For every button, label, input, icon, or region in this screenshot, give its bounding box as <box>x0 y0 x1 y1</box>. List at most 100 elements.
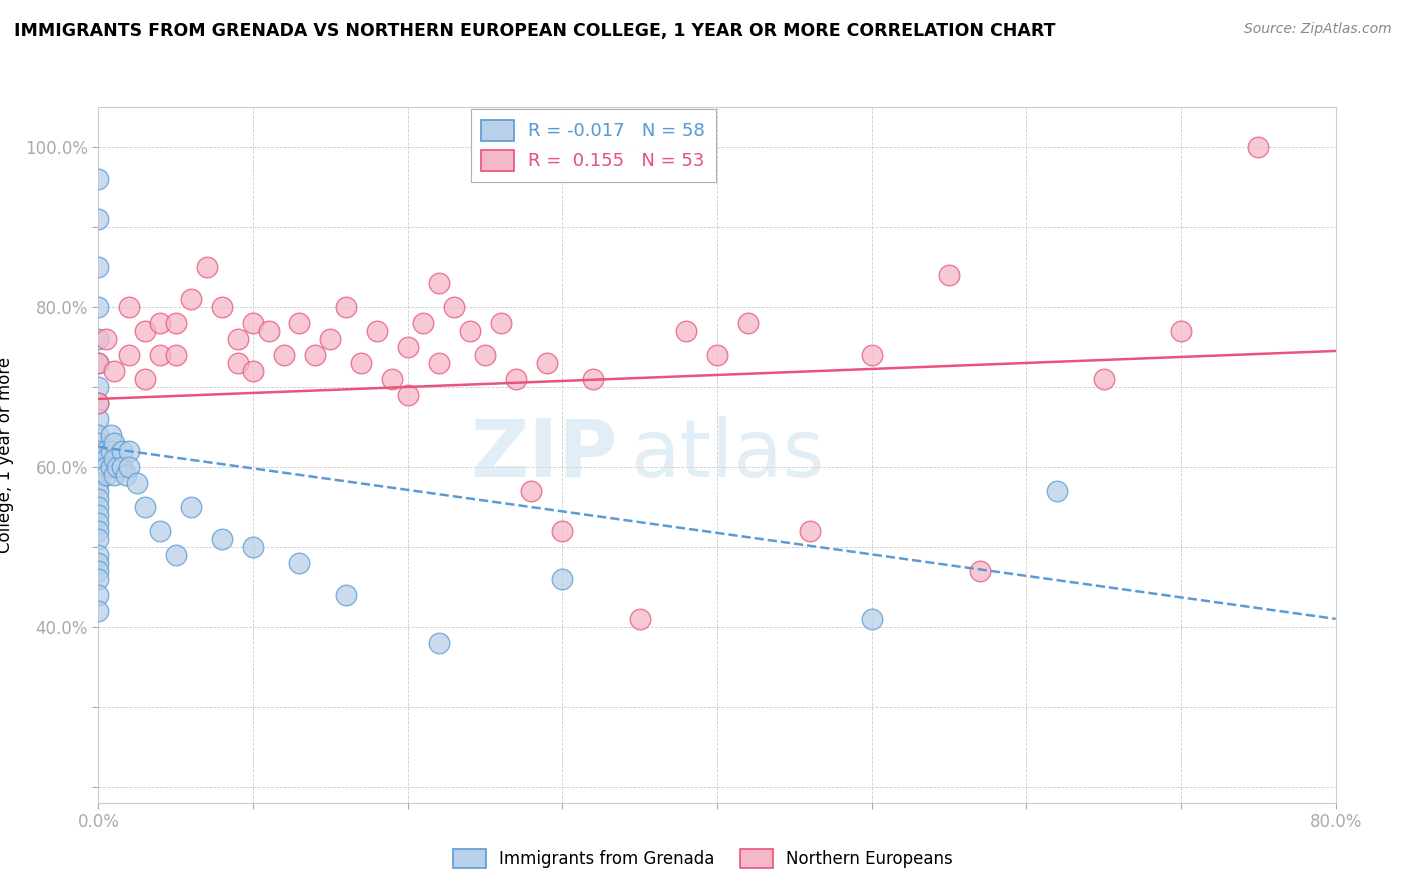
Legend: R = -0.017   N = 58, R =  0.155   N = 53: R = -0.017 N = 58, R = 0.155 N = 53 <box>471 109 716 181</box>
Point <box>551 572 574 586</box>
Point <box>458 324 481 338</box>
Point <box>551 524 574 538</box>
Point <box>443 300 465 314</box>
Point <box>111 444 132 458</box>
Point <box>1092 372 1115 386</box>
Point <box>87 380 110 394</box>
Point <box>582 372 605 386</box>
Point <box>1247 140 1270 154</box>
Point <box>149 348 172 362</box>
Point <box>87 548 110 562</box>
Point <box>87 451 110 466</box>
Point <box>96 444 118 458</box>
Point <box>489 316 512 330</box>
Point <box>118 300 141 314</box>
Point <box>87 524 110 538</box>
Point <box>799 524 821 538</box>
Point <box>87 444 110 458</box>
Point <box>427 276 450 290</box>
Point <box>115 467 138 482</box>
Point <box>134 500 156 514</box>
Point <box>536 356 558 370</box>
Point <box>100 459 122 474</box>
Point <box>474 348 496 362</box>
Point <box>675 324 697 338</box>
Point <box>180 500 202 514</box>
Point <box>520 483 543 498</box>
Point <box>706 348 728 362</box>
Point <box>134 324 156 338</box>
Point <box>87 172 110 186</box>
Text: Source: ZipAtlas.com: Source: ZipAtlas.com <box>1244 22 1392 37</box>
Point <box>938 268 960 282</box>
Point <box>103 451 125 466</box>
Point <box>242 316 264 330</box>
Point <box>103 467 125 482</box>
Point <box>87 588 110 602</box>
Text: atlas: atlas <box>630 416 825 494</box>
Point <box>87 459 110 474</box>
Point <box>969 564 991 578</box>
Point <box>195 260 218 274</box>
Point <box>226 356 249 370</box>
Point <box>226 332 249 346</box>
Point <box>427 636 450 650</box>
Point <box>335 588 357 602</box>
Point <box>335 300 357 314</box>
Point <box>105 459 128 474</box>
Point <box>87 356 110 370</box>
Point <box>860 348 883 362</box>
Point <box>304 348 326 362</box>
Point <box>350 356 373 370</box>
Point <box>87 396 110 410</box>
Point <box>87 556 110 570</box>
Point <box>87 508 110 522</box>
Point <box>505 372 527 386</box>
Point <box>134 372 156 386</box>
Point <box>628 612 651 626</box>
Point <box>87 412 110 426</box>
Point <box>87 396 110 410</box>
Point <box>87 467 110 482</box>
Point <box>87 428 110 442</box>
Point <box>87 572 110 586</box>
Point <box>165 316 187 330</box>
Point <box>118 444 141 458</box>
Point <box>100 444 122 458</box>
Point <box>381 372 404 386</box>
Point <box>96 451 118 466</box>
Point <box>103 436 125 450</box>
Point <box>87 356 110 370</box>
Point <box>149 524 172 538</box>
Point <box>87 491 110 506</box>
Point <box>737 316 759 330</box>
Point <box>1046 483 1069 498</box>
Point <box>87 300 110 314</box>
Point <box>257 324 280 338</box>
Point <box>87 260 110 274</box>
Point <box>288 556 311 570</box>
Point <box>87 332 110 346</box>
Point <box>96 332 118 346</box>
Point <box>87 212 110 227</box>
Point <box>366 324 388 338</box>
Point <box>127 475 149 490</box>
Text: IMMIGRANTS FROM GRENADA VS NORTHERN EUROPEAN COLLEGE, 1 YEAR OR MORE CORRELATION: IMMIGRANTS FROM GRENADA VS NORTHERN EURO… <box>14 22 1056 40</box>
Point <box>427 356 450 370</box>
Point <box>319 332 342 346</box>
Point <box>396 388 419 402</box>
Point <box>165 348 187 362</box>
Point <box>87 564 110 578</box>
Point <box>103 364 125 378</box>
Point <box>242 364 264 378</box>
Point <box>288 316 311 330</box>
Point <box>96 459 118 474</box>
Legend: Immigrants from Grenada, Northern Europeans: Immigrants from Grenada, Northern Europe… <box>446 842 960 875</box>
Point <box>87 475 110 490</box>
Point <box>242 540 264 554</box>
Point <box>211 532 233 546</box>
Point <box>96 467 118 482</box>
Point <box>100 428 122 442</box>
Point <box>180 292 202 306</box>
Point <box>273 348 295 362</box>
